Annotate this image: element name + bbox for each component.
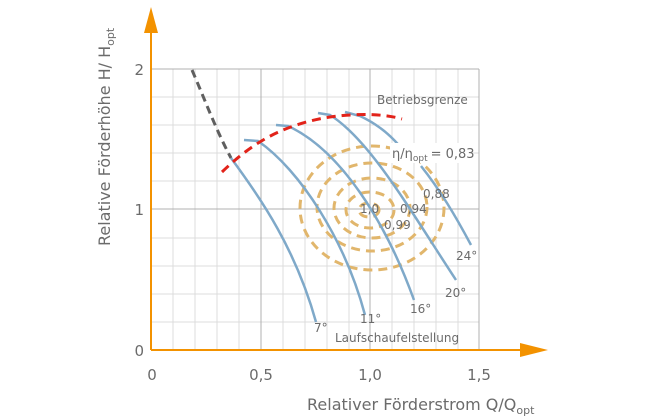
y-tick-2: 2 bbox=[134, 61, 144, 79]
angle-label-11: 11° bbox=[360, 312, 381, 326]
contour-label-088: 0,88 bbox=[423, 187, 450, 201]
angle-label-16: 16° bbox=[410, 302, 431, 316]
axes bbox=[144, 7, 548, 357]
contour-099 bbox=[344, 190, 396, 230]
angle-label-20: 20° bbox=[445, 286, 466, 300]
blade-curves bbox=[229, 110, 473, 323]
curve-11deg bbox=[243, 138, 367, 316]
grey-dashed-curve bbox=[190, 69, 233, 159]
y-tick-1: 1 bbox=[134, 201, 144, 219]
y-axis-title: Relative Förderhöhe H/ Hopt bbox=[95, 27, 117, 246]
curve-16deg bbox=[275, 123, 416, 301]
curve-7deg bbox=[229, 157, 318, 323]
x-axis-title: Relativer Förderstrom Q/Qopt bbox=[307, 395, 535, 416]
x-tick-05: 0,5 bbox=[249, 366, 273, 384]
betriebsgrenze-label: Betriebsgrenze bbox=[377, 93, 468, 107]
efficiency-label: η/ηopt = 0,83 bbox=[392, 147, 475, 164]
angle-label-24: 24° bbox=[456, 249, 477, 263]
y-tick-0: 0 bbox=[134, 342, 144, 360]
curve-20deg bbox=[317, 111, 458, 281]
x-tick-10: 1,0 bbox=[358, 366, 382, 384]
angle-label-7: 7° bbox=[314, 321, 328, 335]
contour-label-10: 1,0 bbox=[360, 202, 379, 216]
contour-label-094: 0,94 bbox=[400, 202, 427, 216]
operating-limit-curve bbox=[220, 113, 403, 174]
contour-083 bbox=[298, 144, 446, 272]
contour-label-099: 0,99 bbox=[384, 218, 411, 232]
laufschaufelstellung-label: Laufschaufelstellung bbox=[335, 331, 459, 345]
x-tick-0: 0 bbox=[147, 366, 157, 384]
x-tick-15: 1,5 bbox=[467, 366, 491, 384]
contour-10 bbox=[357, 201, 381, 219]
